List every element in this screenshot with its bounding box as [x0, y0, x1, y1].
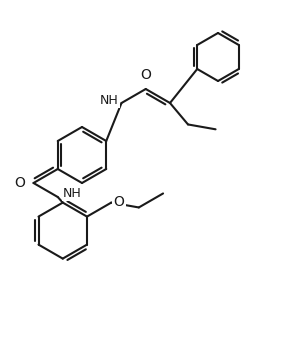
Text: O: O	[15, 176, 25, 190]
Text: NH: NH	[63, 187, 81, 199]
Text: O: O	[140, 68, 151, 82]
Text: NH: NH	[100, 93, 118, 107]
Text: O: O	[113, 195, 124, 209]
